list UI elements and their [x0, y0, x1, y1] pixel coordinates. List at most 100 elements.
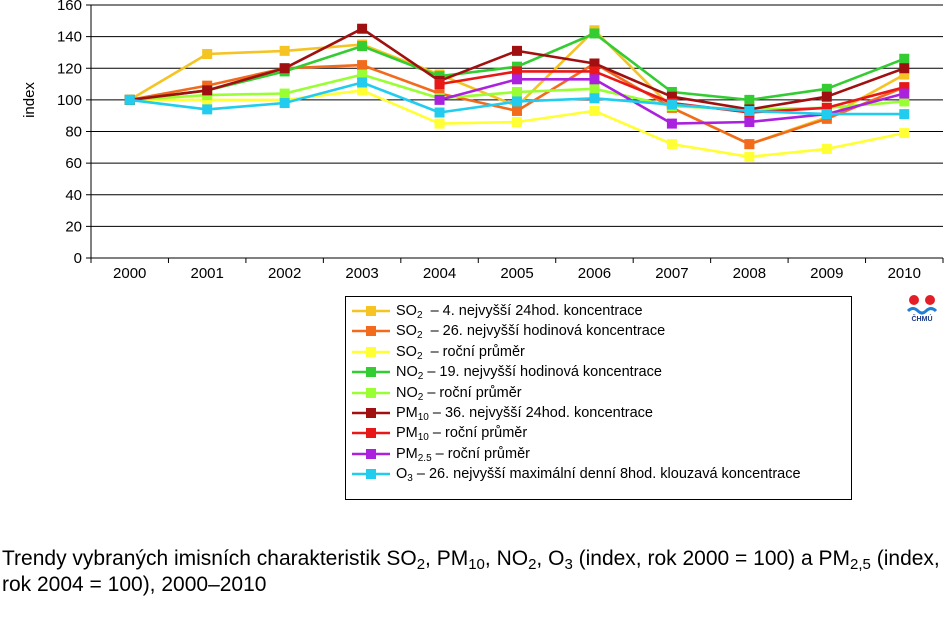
data-point: [821, 91, 832, 102]
legend-label-text: – roční průměr: [428, 425, 528, 442]
legend-swatch: [352, 306, 390, 316]
legend-swatch: [352, 346, 390, 357]
y-tick-label: 0: [74, 250, 82, 267]
data-point: [744, 139, 755, 150]
data-point: [512, 74, 522, 85]
legend-swatch-marker: [366, 326, 376, 337]
data-point: [124, 94, 135, 105]
data-point: [434, 79, 445, 90]
logo-text: ČHMÚ: [911, 316, 933, 323]
legend-swatch-marker: [366, 387, 376, 398]
legend-swatch: [352, 326, 390, 337]
legend-label-text: SO: [396, 343, 417, 360]
y-tick-label: 20: [65, 218, 82, 235]
legend-swatch: [352, 469, 390, 480]
legend-label-sub: 10: [417, 411, 429, 423]
legend-label: SO2 – roční průměr: [396, 342, 525, 362]
caption-sub: 10: [468, 556, 485, 573]
legend-label-text: – roční průměr: [431, 445, 530, 462]
data-point: [202, 49, 213, 60]
legend-swatch-marker: [366, 428, 376, 439]
legend-label-text: – roční průměr: [422, 343, 525, 360]
legend-label: SO2 – 4. nejvyšší 24hod. koncentrace: [396, 301, 643, 321]
caption-text: , NO: [484, 547, 529, 570]
data-point: [899, 82, 910, 93]
legend-label: PM10 – 36. nejvyšší 24hod. koncentrace: [396, 403, 653, 423]
data-point: [589, 83, 600, 94]
legend-label-text: SO: [396, 303, 417, 319]
data-point: [821, 109, 832, 120]
data-point: [202, 104, 213, 115]
y-tick-label: 60: [65, 155, 82, 172]
data-point: [899, 63, 910, 74]
caption-text: , PM: [425, 547, 469, 570]
legend-label-text: PM: [396, 404, 418, 421]
y-tick-label: 80: [65, 124, 82, 141]
data-point: [821, 143, 832, 154]
data-point: [899, 69, 910, 80]
legend-item: PM10 – 36. nejvyšší 24hod. koncentrace: [346, 403, 851, 423]
data-point: [357, 69, 368, 80]
legend-label: NO2 – roční průměr: [396, 383, 522, 403]
data-point: [512, 105, 522, 116]
data-point: [512, 66, 522, 77]
data-point: [512, 86, 522, 97]
data-point: [434, 118, 445, 129]
data-point: [821, 83, 832, 94]
legend-label-sub: 2: [417, 371, 424, 383]
data-point: [899, 109, 910, 120]
data-point: [744, 151, 755, 162]
x-tick-label: 2006: [578, 265, 611, 282]
data-point: [512, 45, 522, 56]
data-point: [434, 107, 445, 118]
legend-swatch-marker: [366, 448, 376, 459]
legend-swatch: [352, 387, 390, 398]
legend-label-text: – 4. nejvyšší 24hod. koncentrace: [422, 303, 643, 319]
data-point: [357, 23, 368, 34]
y-tick-labels: 0 20 40 60 80 100 120 140 160: [57, 0, 82, 267]
data-point: [821, 102, 832, 113]
data-point: [899, 53, 910, 64]
legend-swatch: [352, 367, 390, 378]
legend-item: SO2 – 4. nejvyšší 24hod. koncentrace: [346, 301, 851, 321]
x-tick-label: 2008: [733, 265, 766, 282]
y-tick-label: 160: [57, 0, 82, 14]
caption-text: , O: [536, 547, 565, 570]
data-point: [512, 96, 522, 107]
data-point: [589, 105, 600, 116]
legend-label: PM10 – roční průměr: [396, 423, 527, 443]
legend-label-text: – 19. nejvyšší hodinová koncentrace: [423, 364, 662, 381]
caption-sub: 2: [528, 556, 537, 573]
legend-item: NO2 – roční průměr: [346, 383, 851, 403]
data-point: [744, 105, 755, 116]
caption-text: Trendy vybraných imisních charakteristik…: [2, 547, 417, 570]
chmu-logo-icon: [906, 295, 938, 315]
y-axis-label: index: [21, 82, 38, 118]
legend-swatch-marker: [366, 469, 376, 480]
legend-label-text: SO: [396, 323, 417, 340]
legend-label-text: NO: [396, 364, 418, 381]
data-point: [202, 85, 213, 96]
data-point: [589, 93, 600, 104]
chmu-logo: ČHMÚ: [904, 292, 940, 332]
y-tick-label: 140: [57, 29, 82, 46]
legend-label-sub: 2: [416, 310, 423, 321]
x-tick-label: 2009: [810, 265, 843, 282]
legend-label-sub: 2: [417, 391, 424, 403]
x-tick-label: 2007: [655, 265, 688, 282]
grid-lines: [91, 4, 943, 259]
x-tick-label: 2003: [345, 265, 378, 282]
data-point: [899, 88, 910, 99]
legend-label-sub: 3: [407, 473, 413, 485]
legend-swatch-marker: [366, 306, 376, 316]
legend-label-text: – 26. nejvyšší hodinová koncentrace: [422, 323, 666, 340]
legend: SO2 – 4. nejvyšší 24hod. koncentrace SO2 …: [345, 296, 852, 500]
legend-swatch-marker: [366, 346, 376, 357]
data-point: [357, 77, 368, 88]
series-group: [124, 23, 910, 162]
legend-item: O3 – 26. nejvyšší maximální denní 8hod. …: [346, 464, 851, 484]
data-point: [589, 28, 600, 39]
axes: [86, 4, 944, 263]
caption-text: (index, rok 2004 = 100), 2000–2010: [2, 547, 940, 596]
legend-label: O3 – 26. nejvyšší maximální denní 8hod. …: [396, 464, 801, 484]
